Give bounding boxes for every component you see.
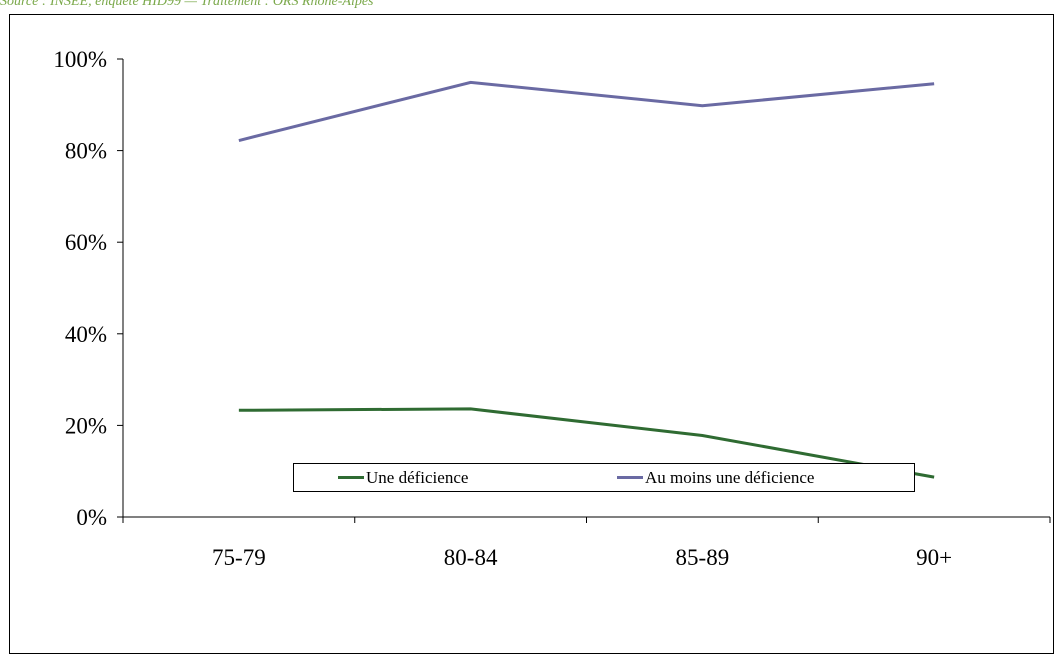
y-tick-label: 0%: [76, 505, 107, 530]
y-tick-label: 20%: [65, 413, 107, 438]
y-tick-label: 80%: [65, 139, 107, 164]
y-tick-label: 100%: [53, 47, 107, 72]
legend-swatch-une-deficience: [338, 476, 364, 479]
legend-item-une-deficience: Une déficience: [338, 464, 468, 491]
chart-area: 0% 20% 40% 60% 80% 100% 75-79 80-84 85-89 90+ Une…: [9, 14, 1054, 654]
legend-item-au-moins-une-deficience: Au moins une déficience: [617, 464, 814, 491]
x-tick-label: 85-89: [676, 545, 730, 570]
source-note: Source : INSEE, enquête HID99 — Traiteme…: [0, 0, 374, 10]
legend: Une déficience Au moins une déficience: [293, 463, 915, 492]
y-tick-label: 40%: [65, 322, 107, 347]
line-chart: 0% 20% 40% 60% 80% 100% 75-79 80-84 85-89 90+: [10, 15, 1055, 655]
legend-swatch-au-moins-une-deficience: [617, 476, 643, 479]
x-tick-label: 80-84: [444, 545, 498, 570]
x-tick-label: 90+: [916, 545, 952, 570]
x-tick-label: 75-79: [212, 545, 266, 570]
y-tick-label: 60%: [65, 230, 107, 255]
series-line-au-moins-une-deficience: [239, 82, 934, 140]
legend-label-une-deficience: Une déficience: [366, 468, 468, 488]
legend-label-au-moins-une-deficience: Au moins une déficience: [645, 468, 814, 488]
